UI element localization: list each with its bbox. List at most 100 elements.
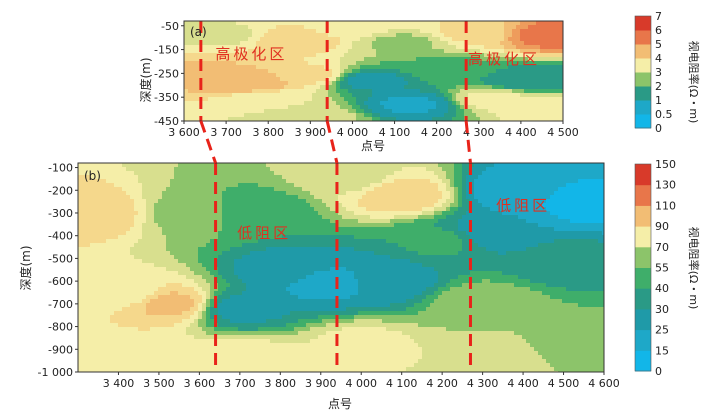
heatmap-cell [296, 117, 301, 121]
heatmap-cell [388, 25, 393, 30]
heatmap-cell [292, 25, 297, 30]
heatmap-cell [150, 315, 155, 320]
heatmap-cell [484, 73, 489, 78]
heatmap-cell [230, 283, 235, 288]
heatmap-cell [242, 363, 247, 368]
heatmap-cell [194, 163, 199, 168]
heatmap-cell [154, 359, 159, 364]
heatmap-cell [174, 287, 179, 292]
heatmap-cell [196, 49, 201, 54]
heatmap-cell [250, 267, 255, 272]
heatmap-cell [368, 41, 373, 46]
heatmap-cell [98, 239, 103, 244]
heatmap-cell [122, 203, 127, 208]
heatmap-cell [186, 315, 191, 320]
heatmap-cell [472, 93, 477, 98]
heatmap-cell [246, 231, 251, 236]
heatmap-cell [206, 331, 211, 336]
heatmap-cell [102, 307, 107, 312]
heatmap-cell [106, 167, 111, 172]
heatmap-cell [200, 69, 205, 74]
heatmap-cell [428, 41, 433, 46]
heatmap-cell [222, 275, 227, 280]
heatmap-cell [190, 219, 195, 224]
heatmap-cell [280, 89, 285, 94]
heatmap-cell [158, 191, 163, 196]
heatmap-cell [106, 367, 111, 372]
heatmap-cell [138, 263, 143, 268]
heatmap-cell [118, 247, 123, 252]
heatmap-cell [162, 363, 167, 368]
heatmap-cell [254, 191, 259, 196]
heatmap-cell [292, 85, 297, 90]
heatmap-cell [440, 101, 445, 106]
heatmap-cell [428, 37, 433, 42]
heatmap-cell [98, 231, 103, 236]
heatmap-cell [98, 175, 103, 180]
heatmap-cell [380, 73, 385, 78]
heatmap-cell [220, 25, 225, 30]
heatmap-cell [242, 183, 247, 188]
heatmap-cell [408, 61, 413, 66]
x-ticks-a: 3 600 3 700 3 800 3 900 4 000 4 100 4 200 4 300… [168, 121, 579, 139]
heatmap-cell [296, 49, 301, 54]
heatmap-cell [262, 163, 267, 168]
heatmap-cell [328, 21, 333, 26]
heatmap-cell [316, 69, 321, 74]
heatmap-cell [396, 33, 401, 38]
heatmap-cell [250, 359, 255, 364]
heatmap-cell [78, 331, 83, 336]
heatmap-cell [218, 243, 223, 248]
heatmap-cell [118, 167, 123, 172]
heatmap-cell [356, 77, 361, 82]
heatmap-cell [404, 61, 409, 66]
heatmap-cell [388, 105, 393, 110]
heatmap-cell [142, 335, 147, 340]
heatmap-cell [424, 49, 429, 54]
heatmap-cell [520, 49, 525, 54]
heatmap-cell [384, 21, 389, 26]
heatmap-cell [228, 57, 233, 62]
heatmap-cell [492, 61, 497, 66]
heatmap-cell [240, 45, 245, 50]
heatmap-cell [188, 89, 193, 94]
heatmap-cell [198, 215, 203, 220]
heatmap-cell [332, 117, 337, 121]
heatmap-cell [332, 25, 337, 30]
heatmap-cell [182, 167, 187, 172]
heatmap-cell [98, 247, 103, 252]
heatmap-cell [272, 89, 277, 94]
heatmap-cell [300, 81, 305, 86]
heatmap-cell [192, 65, 197, 70]
heatmap-cell [196, 117, 201, 121]
heatmap-cell [162, 171, 167, 176]
heatmap-cell [162, 299, 167, 304]
heatmap-cell [126, 207, 131, 212]
heatmap-cell [372, 41, 377, 46]
heatmap-cell [388, 109, 393, 114]
heatmap-cell [372, 21, 377, 26]
heatmap-cell [234, 167, 239, 172]
heatmap-cell [106, 227, 111, 232]
heatmap-cell [170, 355, 175, 360]
heatmap-cell [352, 93, 357, 98]
heatmap-cell [266, 195, 271, 200]
heatmap-cell [234, 219, 239, 224]
heatmap-cell [260, 93, 265, 98]
heatmap-cell [524, 101, 529, 106]
heatmap-cell [98, 219, 103, 224]
heatmap-cell [146, 175, 151, 180]
heatmap-cell [226, 267, 231, 272]
heatmap-cell [520, 53, 525, 58]
heatmap-cell [396, 109, 401, 114]
heatmap-cell [130, 355, 135, 360]
heatmap-cell [212, 37, 217, 42]
heatmap-cell [218, 255, 223, 260]
heatmap-cell [452, 25, 457, 30]
heatmap-cell [440, 61, 445, 66]
heatmap-cell [250, 239, 255, 244]
heatmap-cell [138, 175, 143, 180]
heatmap-cell [236, 61, 241, 66]
heatmap-cell [210, 307, 215, 312]
heatmap-cell [198, 231, 203, 236]
